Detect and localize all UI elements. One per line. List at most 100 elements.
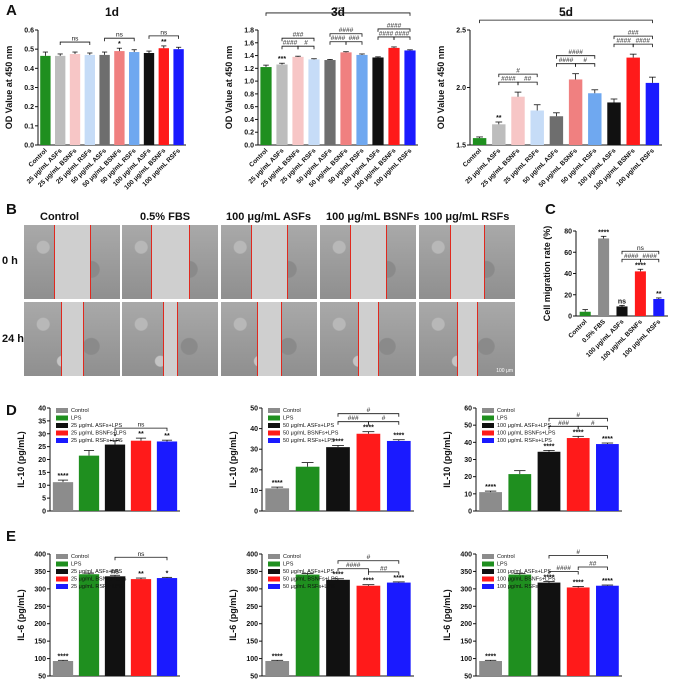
bracket-label: # <box>591 420 595 427</box>
y-tick-label: 300 <box>460 586 472 593</box>
legend-label: Control <box>71 554 89 560</box>
y-tick-label: 200 <box>34 621 46 628</box>
significance-mark: ** <box>161 39 167 46</box>
chart-d3: 0 10 20 30 40 50 60 IL-10 (pg/mL) **** **** **** **… <box>442 406 622 516</box>
bracket-label: # <box>576 549 580 556</box>
legend-swatch <box>268 408 280 413</box>
bar <box>511 96 525 145</box>
y-tick-label: 0.2 <box>244 130 254 137</box>
panel-label-d: D <box>6 402 17 419</box>
legend-label: 25 μg/mL RSFs+LPS <box>71 438 123 444</box>
legend-swatch <box>482 423 494 428</box>
significance-mark: **** <box>485 484 496 491</box>
y-tick-label: 1.0 <box>244 79 254 86</box>
significance-mark: **** <box>602 436 613 443</box>
y-tick-label: 0 <box>42 509 46 516</box>
panel-label-b: B <box>6 201 17 218</box>
legend-swatch <box>268 554 280 559</box>
y-tick-label: 350 <box>460 569 472 576</box>
significance-bracket <box>104 37 135 42</box>
bracket-label: ns <box>138 551 146 558</box>
scratch-gap <box>257 302 281 376</box>
bracket-label: #### <box>387 22 402 29</box>
chart-title: 3d <box>331 5 345 19</box>
scratch-edge-line <box>189 225 191 299</box>
legend-swatch <box>482 576 494 582</box>
scratch-edge-line <box>82 302 84 376</box>
significance-bracket <box>393 36 411 40</box>
y-tick-label: 400 <box>460 552 472 559</box>
legend-swatch <box>56 576 68 582</box>
bar <box>114 51 125 146</box>
legend-label: 50 μg/mL RSFs+LPS <box>283 438 335 444</box>
significance-bracket <box>148 35 179 39</box>
y-tick-label: 60 <box>564 250 572 257</box>
bar <box>566 438 590 511</box>
scratch-edge-line <box>449 225 451 299</box>
bar <box>645 82 660 145</box>
legend-label: Control <box>497 554 515 560</box>
y-tick-label: 10 <box>464 491 472 498</box>
bar <box>508 574 532 676</box>
y-tick-label: 20 <box>250 467 258 474</box>
legend-swatch <box>268 576 280 582</box>
bar <box>472 138 487 145</box>
micrograph-0-1 <box>122 225 218 299</box>
micro-col-fbs: 0.5% FBS <box>140 211 191 223</box>
y-tick-label: 30 <box>250 447 258 454</box>
y-tick-label: 30 <box>464 457 472 464</box>
bracket-label: # <box>576 412 580 419</box>
significance-bracket <box>281 37 315 42</box>
bar <box>104 444 126 511</box>
scratch-edge-line <box>163 302 165 376</box>
bracket-label: ns <box>116 32 124 39</box>
bracket-label: #### <box>331 35 346 42</box>
significance-bracket <box>577 566 608 571</box>
legend-label: LPS <box>283 562 294 568</box>
significance-mark: **** <box>58 653 69 660</box>
y-tick-label: 350 <box>34 569 46 576</box>
legend-swatch <box>482 415 494 421</box>
legend-label: Control <box>71 408 89 414</box>
y-tick-label: 0.6 <box>24 28 34 35</box>
legend-label: 50 μg/mL RSFs+LPS <box>283 584 335 590</box>
y-tick-label: 400 <box>34 552 46 559</box>
significance-mark: ** <box>496 115 502 122</box>
scale-bar: 100 μm <box>496 368 513 374</box>
bar <box>326 579 350 676</box>
bracket-label: ### <box>628 30 639 37</box>
micrograph-1-3 <box>320 302 416 376</box>
y-tick-label: 250 <box>460 604 472 611</box>
bracket-label: #### <box>339 27 354 34</box>
y-tick-label: 30 <box>38 431 46 438</box>
y-tick-label: 0.4 <box>244 117 254 124</box>
significance-mark: ** <box>656 291 662 298</box>
significance-mark: **** <box>635 262 646 269</box>
bar <box>52 661 74 676</box>
bracket-label: # <box>382 415 386 422</box>
y-tick-label: 0.6 <box>244 104 254 111</box>
legend-label: LPS <box>497 562 508 568</box>
y-axis-label: IL-10 (pg/mL) <box>16 431 26 488</box>
y-tick-label: 100 <box>34 656 46 663</box>
significance-mark: **** <box>333 438 344 445</box>
bar <box>78 574 100 676</box>
legend-label: 50 μg/mL ASFs+LPS <box>283 569 334 575</box>
y-tick-label: 50 <box>464 674 472 681</box>
scratch-gap <box>358 302 378 376</box>
significance-mark: **** <box>602 578 613 585</box>
legend-label: Control <box>497 408 515 414</box>
micrograph-0-4 <box>419 225 515 299</box>
chart-c: 0 20 40 60 80 Cell migration rate (%) **** ns **… <box>542 226 668 362</box>
significance-bracket <box>114 556 168 561</box>
bracket-label: ns <box>637 245 645 252</box>
bar <box>566 587 590 676</box>
bar <box>69 53 81 146</box>
y-tick-label: 40 <box>564 271 572 278</box>
bar <box>598 238 610 316</box>
bracket-label: ## <box>524 76 532 83</box>
legend-swatch <box>482 569 494 574</box>
legend-label: 25 μg/mL BSNFs+LPS <box>71 431 127 437</box>
micrograph-0-0 <box>24 225 120 299</box>
